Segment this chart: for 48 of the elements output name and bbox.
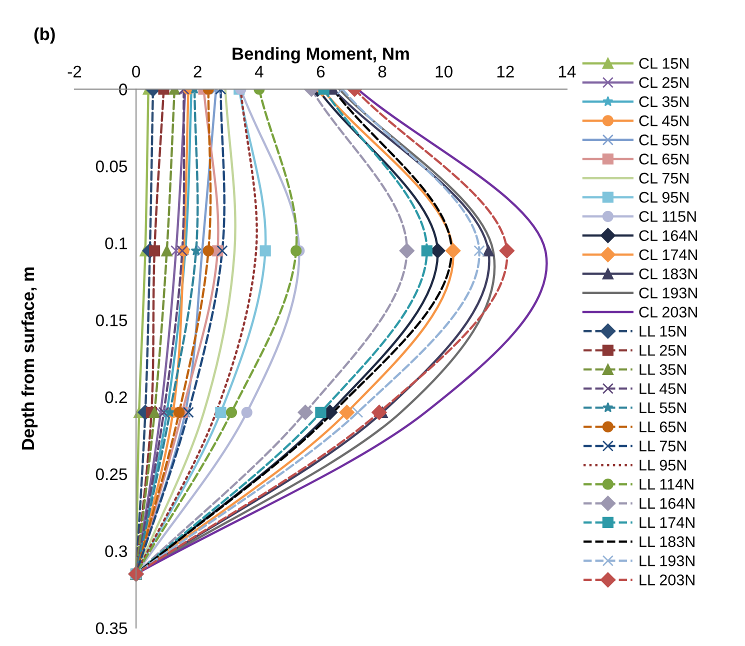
y-tick-label: 0.2 [105, 391, 127, 404]
legend-label: LL 55N [640, 402, 686, 414]
x-tick-label: 0 [132, 66, 140, 78]
legend-label: LL 45N [640, 383, 686, 394]
legend-label: LL 114N [640, 479, 694, 490]
y-tick-label: 0.1 [105, 237, 127, 250]
y-tick-label: 0.25 [96, 468, 128, 480]
x-tick-label: 2 [194, 66, 202, 78]
legend-label: CL 15N [639, 58, 688, 69]
y-tick-label: 0.05 [96, 160, 128, 172]
x-axis-title: Bending Moment, Nm [232, 47, 409, 64]
legend-label: LL 183N [640, 536, 694, 548]
legend-label: CL 115N [639, 211, 696, 222]
x-tick-label: 10 [436, 66, 452, 78]
y-tick-label: 0 [119, 84, 128, 96]
legend-label: CL 193N [639, 288, 697, 298]
text: (b) [34, 27, 55, 44]
legend-label: CL 203N [639, 306, 697, 318]
legend-label: LL 75N [640, 440, 686, 452]
legend-label: CL 65N [639, 154, 688, 164]
y-tick-label: 0.35 [96, 622, 128, 634]
legend-label: LL 25N [640, 344, 686, 356]
x-tick-label: 14 [558, 66, 576, 78]
legend-label: CL 164N [639, 230, 697, 242]
legend-label: CL 174N [639, 249, 697, 260]
legend-label: LL 65N [640, 422, 686, 432]
legend-label: LL 193N [640, 555, 694, 566]
x-tick-label: 4 [254, 66, 264, 78]
legend-label: LL 95N [640, 460, 686, 471]
legend-label: CL 95N [639, 192, 688, 203]
x-tick-label: 6 [316, 66, 325, 78]
legend-label: CL 35N [639, 96, 688, 108]
y-tick-label: 0.3 [105, 545, 127, 558]
y-tick-label: 0.15 [96, 314, 128, 326]
legend-label: CL 55N [639, 134, 688, 146]
legend-label: LL 164N [640, 498, 694, 509]
legend-label: CL 25N [639, 77, 688, 88]
x-tick-label: 8 [378, 66, 386, 78]
legend-label: CL 75N [639, 172, 688, 184]
legend-label: LL 174N [640, 517, 694, 528]
y-axis-title: Depth from surface, m [21, 267, 38, 450]
x-tick-label: -2 [68, 66, 82, 78]
legend-label: CL 183N [639, 268, 697, 280]
legend-label: LL 15N [640, 326, 686, 337]
legend-label: CL 45N [639, 115, 688, 126]
legend-label: LL 35N [640, 364, 686, 375]
legend-label: LL 203N [640, 574, 694, 586]
x-tick-label: 12 [497, 66, 514, 78]
